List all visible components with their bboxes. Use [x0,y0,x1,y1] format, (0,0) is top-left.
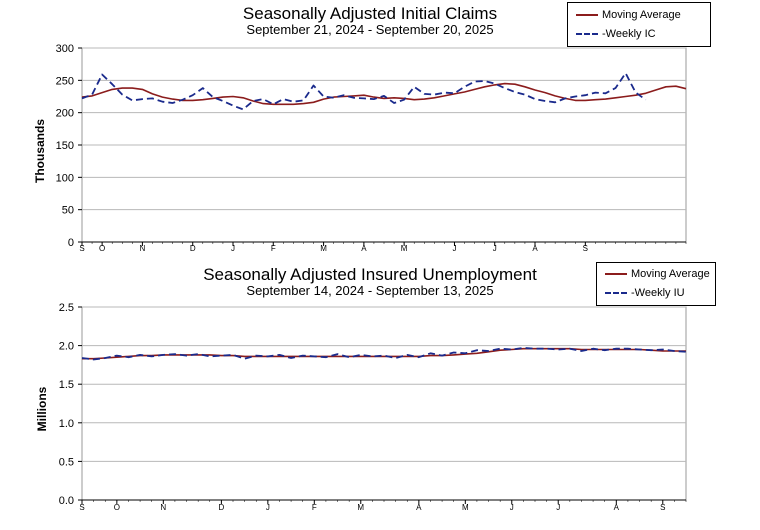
legend-label: Moving Average [602,9,681,21]
plot-frame [81,306,687,501]
x-tick-label: S [79,503,84,512]
x-tick-label: N [140,244,146,253]
y-tick-label: 2.5 [59,302,74,314]
series-line-moving-average [81,82,687,106]
y-tick-label: 1.0 [59,418,74,430]
x-tick-label: S [79,244,84,253]
legend-item-moving-average: Moving Average [605,268,710,282]
plot-area: 0 50 100 150 200 250 300 S O N D J F M A M J J A S [56,43,687,253]
x-tick-label: M [357,503,364,512]
x-tick-label: S [583,244,588,253]
legend-swatch-weekly-iu [605,292,627,295]
y-tick-label: 150 [56,140,74,152]
chart-title: Seasonally Adjusted Insured Unemployment [203,265,537,284]
y-tick-label: 0 [68,237,74,249]
y-tick-label: 100 [56,172,74,184]
x-tick-label: J [266,503,270,512]
x-tick-label: J [452,244,456,253]
legend-swatch-moving-average [576,14,598,17]
legend-item-weekly-iu: -Weekly IU [605,287,685,301]
chart-subtitle: September 21, 2024 - September 20, 2025 [246,22,494,37]
legend-item-weekly-ic: -Weekly IC [576,28,656,42]
x-tick-label: S [660,503,665,512]
initial-claims-chart: Seasonally Adjusted Initial Claims Septe… [0,0,760,262]
x-tick-label: J [510,503,514,512]
legend-swatch-weekly-ic [576,33,598,36]
legend-label: -Weekly IU [631,287,685,299]
y-tick-label: 50 [62,205,74,217]
x-tick-label: A [614,503,620,512]
x-tick-label: O [114,503,120,512]
x-tick-label: A [416,503,422,512]
insured-unemployment-chart: Seasonally Adjusted Insured Unemployment… [0,262,760,530]
x-tick-label: M [401,244,408,253]
legend-swatch-moving-average [605,273,627,276]
x-tick-label: D [190,244,196,253]
y-tick-label: 0.0 [59,495,74,507]
x-tick-label: M [462,503,469,512]
legend-label: Moving Average [631,268,710,280]
x-tick-label: A [532,244,538,253]
y-tick-label: 300 [56,43,74,55]
x-tick-label: O [99,244,105,253]
x-tick-label: N [160,503,166,512]
series-line-weekly-iu [81,347,687,361]
plot-area: 0.0 0.5 1.0 1.5 2.0 2.5 S O N D J F M A M J J A S [59,302,687,512]
legend-item-moving-average: Moving Average [576,9,681,23]
y-tick-label: 250 [56,75,74,87]
y-tick-label: 200 [56,108,74,120]
y-tick-label: 1.5 [59,379,74,391]
x-tick-label: D [218,503,224,512]
x-tick-label: A [361,244,367,253]
chart-legend: Moving Average -Weekly IU [596,262,716,306]
y-tick-label: 2.0 [59,341,74,353]
y-tick-label: 0.5 [59,456,74,468]
x-tick-label: F [271,244,276,253]
x-tick-label: J [556,503,560,512]
chart-subtitle: September 14, 2024 - September 13, 2025 [246,283,494,298]
x-tick-label: M [320,244,327,253]
legend-label: -Weekly IC [602,28,656,40]
x-tick-label: J [231,244,235,253]
x-tick-label: F [312,503,317,512]
x-tick-label: J [493,244,497,253]
chart-legend: Moving Average -Weekly IC [567,2,711,47]
series-line-weekly-ic [81,72,647,111]
chart-title: Seasonally Adjusted Initial Claims [242,4,498,23]
